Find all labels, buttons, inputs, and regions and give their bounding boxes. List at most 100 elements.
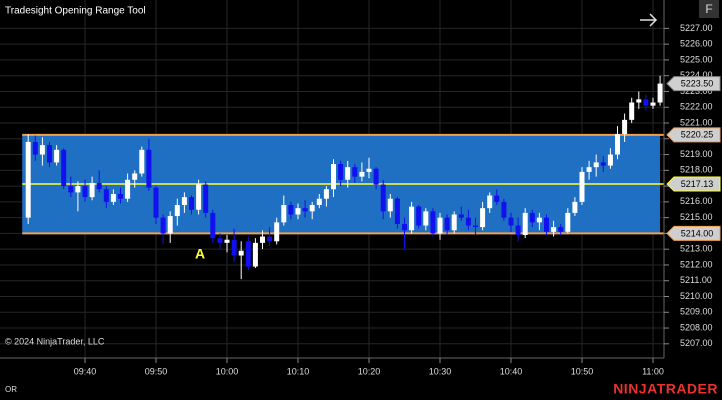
y-tick-label: 5226.00 — [680, 39, 713, 49]
x-tick-label: 10:20 — [358, 366, 381, 376]
candle-body — [465, 217, 471, 226]
candle-body — [536, 217, 542, 223]
y-tick-label: 5209.00 — [680, 307, 713, 317]
candle-body — [160, 217, 166, 234]
candle-body — [110, 193, 116, 202]
candle-body — [231, 239, 237, 256]
candle-body — [508, 217, 514, 226]
candle-body — [167, 216, 173, 234]
candle-body — [650, 102, 656, 106]
candle-body — [380, 184, 386, 212]
y-tick-label: 5213.00 — [680, 244, 713, 254]
candle-body — [54, 149, 60, 163]
candle-body — [39, 145, 45, 155]
candle-body — [607, 154, 613, 166]
candle-body — [451, 214, 457, 231]
y-tick-label: 5212.00 — [680, 259, 713, 269]
candle-body — [288, 205, 294, 215]
candle-body — [125, 179, 131, 199]
candle-body — [387, 198, 393, 212]
candle-body — [629, 102, 635, 120]
candle-body — [47, 145, 52, 163]
candle-body — [345, 167, 351, 180]
candle-body — [565, 212, 571, 232]
candle-body — [430, 211, 436, 234]
candle-body — [657, 83, 663, 103]
brand-logo: NINJATRADER — [613, 381, 718, 397]
y-tick-label: 5216.00 — [680, 196, 713, 206]
candle-body — [316, 198, 322, 206]
candle-body — [260, 236, 265, 243]
candle-body — [89, 182, 95, 198]
price-tag-label: 5214.00 — [681, 228, 714, 238]
candle-body — [373, 168, 379, 185]
scroll-right-arrow[interactable] — [640, 13, 658, 27]
indicator-label: OR — [5, 385, 17, 394]
candle-body — [394, 198, 400, 224]
candle-body — [210, 212, 216, 239]
price-tag — [666, 176, 721, 192]
candle-body — [267, 236, 273, 242]
price-tag-label: 5220.25 — [681, 130, 714, 140]
annotation: A — [195, 246, 205, 262]
candle-body — [586, 167, 592, 172]
candle-body — [593, 162, 599, 168]
candle-body — [224, 239, 230, 243]
candle-body — [132, 173, 138, 180]
candle-body — [196, 184, 202, 210]
candle-body — [487, 195, 493, 209]
candle-body — [544, 217, 549, 232]
y-tick-label: 5221.00 — [680, 117, 713, 127]
x-tick-label: 10:00 — [216, 366, 239, 376]
y-tick-label: 5208.00 — [680, 322, 713, 332]
candle-body — [245, 241, 251, 267]
f-button-bg[interactable] — [699, 0, 719, 18]
y-tick-label: 5219.00 — [680, 149, 713, 159]
candle-body — [529, 212, 535, 223]
candle-body — [600, 162, 606, 166]
candle-body — [153, 187, 159, 218]
y-tick-label: 5222.00 — [680, 102, 713, 112]
candle-body — [615, 134, 620, 155]
candle-body — [409, 206, 415, 231]
candle-body — [494, 195, 500, 202]
candle-body — [473, 225, 478, 228]
candle-body — [61, 149, 67, 187]
candle-body — [323, 189, 329, 199]
plot-area — [0, 0, 664, 358]
candle-body — [96, 182, 102, 190]
candle-body — [189, 197, 194, 210]
x-tick-label: 10:40 — [500, 366, 523, 376]
y-tick-label: 5227.00 — [680, 23, 713, 33]
price-tag — [666, 76, 721, 92]
price-tag — [666, 127, 721, 143]
candle-body — [309, 205, 315, 212]
candle-body — [118, 193, 123, 199]
candle-body — [238, 250, 244, 256]
candle-body — [437, 217, 443, 234]
y-tick-label: 5207.00 — [680, 338, 713, 348]
x-tick-label: 10:10 — [287, 366, 310, 376]
candle-body — [331, 164, 336, 190]
f-button[interactable]: F — [705, 2, 712, 16]
candle-body — [75, 186, 81, 193]
x-tick-label: 10:30 — [429, 366, 452, 376]
tool-title: Tradesight Opening Range Tool — [5, 6, 146, 17]
x-tick-label: 11:00 — [642, 366, 664, 376]
candle-body — [103, 189, 109, 202]
candle-body — [458, 214, 464, 218]
candle-body — [402, 223, 407, 231]
candle-body — [302, 208, 308, 212]
y-tick-label: 5211.00 — [680, 275, 712, 285]
x-tick-label: 09:40 — [74, 366, 97, 376]
candle-body — [352, 167, 358, 177]
candle-body — [622, 119, 628, 135]
candle-body — [366, 168, 372, 172]
candle-body — [25, 141, 31, 218]
candle-body — [203, 184, 209, 213]
x-tick-label: 09:50 — [145, 366, 168, 376]
candle-body — [444, 217, 450, 231]
candle-body — [295, 208, 301, 215]
price-tag-label: 5223.50 — [681, 78, 714, 88]
